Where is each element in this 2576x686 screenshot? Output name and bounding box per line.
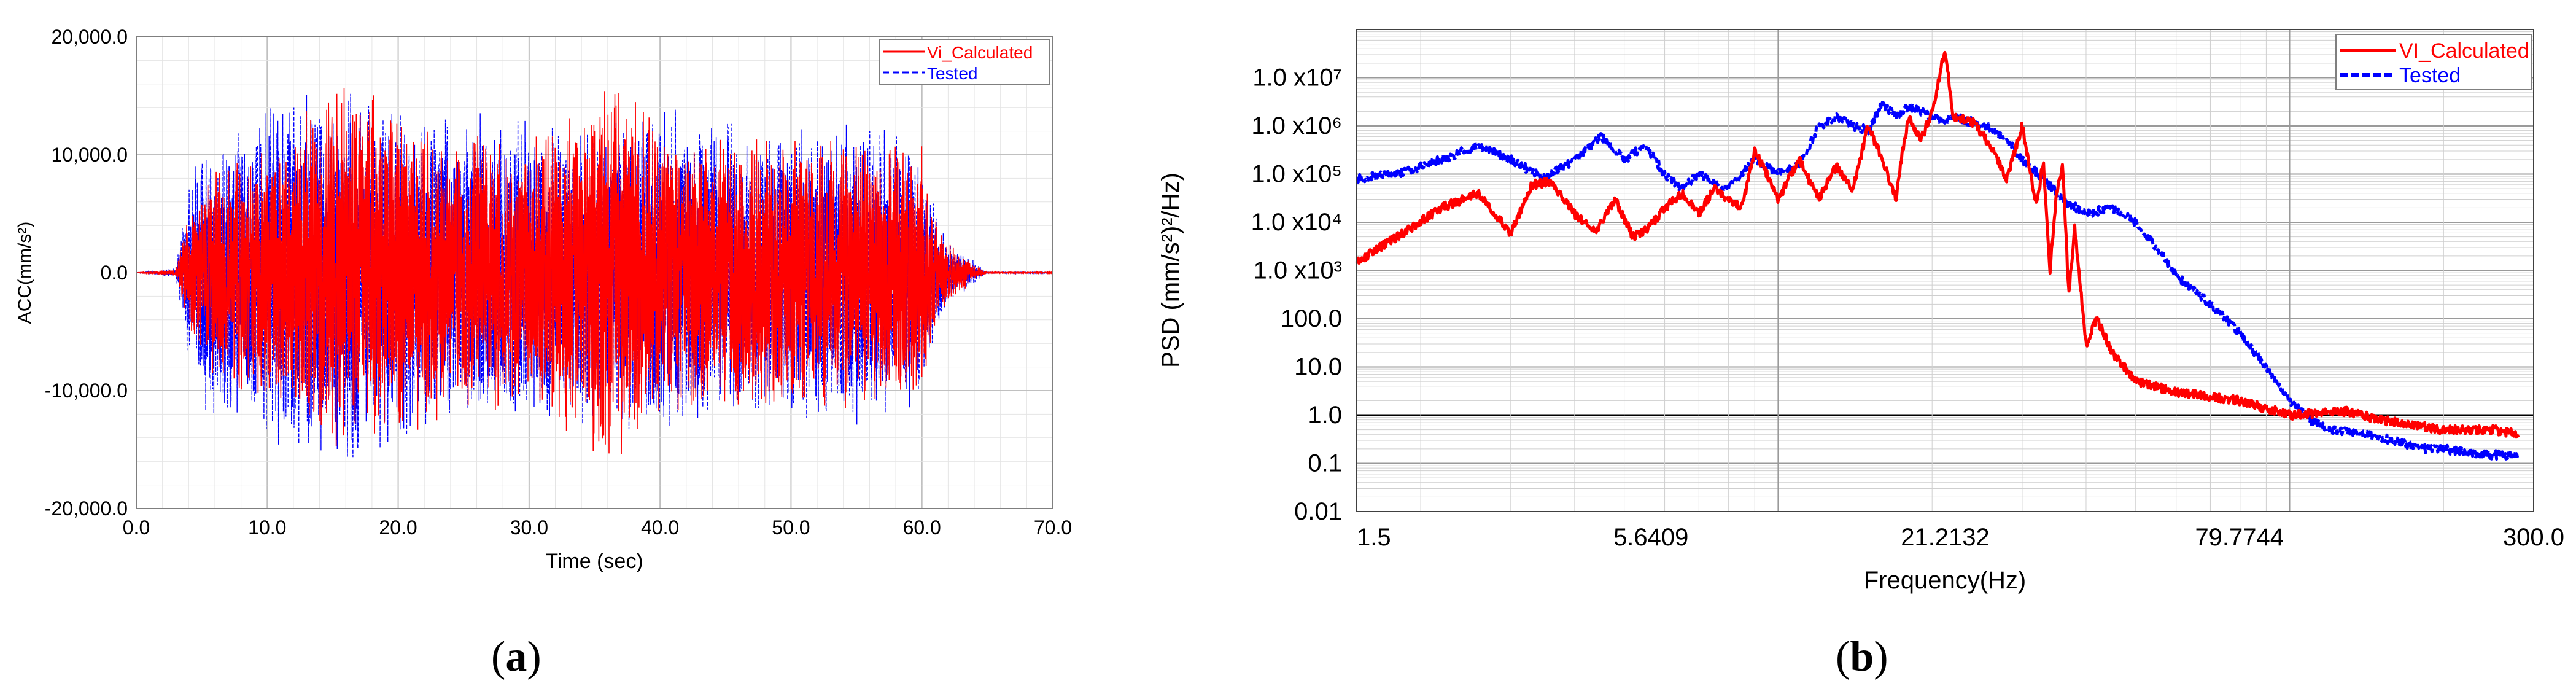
panel-a-legend: Vi_Calculated Tested: [879, 39, 1050, 85]
y-tick-label: 1.0 x10⁷: [1252, 64, 1342, 92]
panel-a-y-axis-label: ACC(mm/s²): [15, 222, 35, 324]
y-tick-label: -10,000.0: [45, 380, 128, 402]
y-tick-label: 10,000.0: [51, 144, 128, 166]
y-tick-label: 100.0: [1281, 305, 1342, 332]
x-tick-label: 60.0: [903, 516, 941, 539]
x-tick-label: 10.0: [248, 516, 286, 539]
panel-a-caption-letter: a: [505, 633, 527, 680]
y-tick-label: -20,000.0: [45, 497, 128, 520]
y-tick-label: 1.0 x10⁶: [1251, 112, 1342, 139]
panel-a-plot-frame: [136, 36, 1053, 509]
x-tick-label: 70.0: [1034, 516, 1072, 539]
y-tick-label: 0.1: [1308, 450, 1342, 477]
panel-a-time-history: 0.0 10.0 20.0 30.0 40.0 50.0 60.0 70.0 20,000.0…: [15, 26, 1072, 573]
panel-b-y-tick-labels: 1.0 x10⁷ 1.0 x10⁶ 1.0 x10⁵ 1.0 x10⁴ 1.0 x10³…: [1251, 64, 1342, 526]
y-tick-label: 1.0 x10³: [1253, 257, 1342, 284]
panel-a-series: [136, 88, 1053, 458]
x-tick-label: 40.0: [641, 516, 679, 539]
y-tick-label: 1.0: [1308, 402, 1342, 429]
series-line-tested: [1356, 101, 2520, 461]
series-line-vi-calculated: [136, 88, 1053, 454]
panel-b-y-axis-label: PSD (mm/s²)²/Hz): [1157, 173, 1184, 368]
y-tick-label: 0.0: [101, 262, 128, 284]
x-tick-label: 300.0: [2503, 524, 2564, 551]
x-tick-label: 21.2132: [1901, 524, 1990, 551]
x-tick-label: 30.0: [510, 516, 548, 539]
panel-a-caption: (a): [491, 633, 541, 680]
legend-label-tested-b: Tested: [2399, 64, 2461, 87]
panel-b-legend: VI_Calculated Tested: [2335, 34, 2532, 90]
panel-a-x-axis-label: Time (sec): [545, 550, 643, 573]
panel-b-caption: (b): [1836, 633, 1888, 680]
legend-label-vi-calculated: Vi_Calculated: [927, 43, 1033, 62]
x-tick-label: 50.0: [772, 516, 810, 539]
x-tick-label: 5.6409: [1613, 524, 1688, 551]
panel-b-series: [1355, 50, 2520, 461]
panel-b-psd: 1.5 5.6409 21.2132 79.7744 300.0 1.0 x10⁷1.0…: [1157, 29, 2564, 594]
panel-b-x-axis-label: Frequency(Hz): [1864, 567, 2027, 594]
y-tick-label: 20,000.0: [51, 26, 128, 48]
x-tick-label: 0.0: [123, 516, 150, 539]
panel-b-grid: [1357, 29, 2534, 512]
y-tick-label: 10.0: [1294, 354, 1342, 381]
y-tick-label: 1.0 x10⁵: [1251, 161, 1342, 188]
panel-a-x-tick-labels: 0.0 10.0 20.0 30.0 40.0 50.0 60.0 70.0: [123, 516, 1072, 539]
y-tick-label: 1.0 x10⁴: [1251, 209, 1342, 236]
x-tick-label: 1.5: [1357, 524, 1391, 551]
panel-b-caption-letter: b: [1850, 633, 1874, 680]
panel-a-y-tick-labels: 20,000.0 10,000.0 0.0 -10,000.0 -20,000.0: [45, 26, 128, 520]
panel-b-x-tick-labels: 1.5 5.6409 21.2132 79.7744 300.0: [1357, 524, 2564, 551]
panel-b-plot-frame: [1356, 29, 2534, 512]
legend-label-tested: Tested: [927, 64, 978, 83]
x-tick-label: 79.7744: [2195, 524, 2284, 551]
series-line-vi-calculated: [1355, 50, 2520, 439]
x-tick-label: 20.0: [379, 516, 417, 539]
legend-label-vi-calculated-b: VI_Calculated: [2399, 39, 2529, 63]
y-tick-label: 0.01: [1294, 498, 1342, 525]
